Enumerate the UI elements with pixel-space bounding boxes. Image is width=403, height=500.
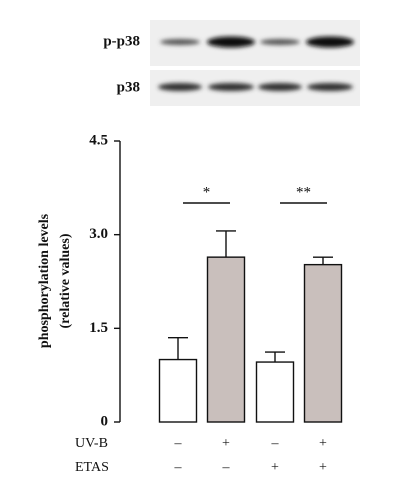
condition-value: + (222, 436, 230, 451)
band (307, 83, 353, 91)
blot-label: p-p38 (103, 33, 140, 49)
band (158, 83, 202, 91)
band (258, 83, 302, 91)
band (306, 36, 354, 48)
condition-value: – (174, 460, 183, 475)
bands (158, 36, 354, 91)
condition-value: + (319, 436, 327, 451)
condition-name: UV-B (75, 436, 108, 451)
blot-label: p38 (117, 79, 140, 95)
y-tick-label: 0 (101, 413, 109, 429)
condition-value: – (222, 460, 231, 475)
condition-value: – (174, 436, 183, 451)
y-axis-label: phosphorylation levels (37, 213, 52, 348)
bar (255, 361, 295, 423)
y-axis-label: (relative values) (58, 233, 73, 328)
bar (303, 263, 343, 423)
y-tick-label: 3.0 (89, 226, 108, 242)
condition-value: + (271, 460, 279, 475)
condition-value: + (319, 460, 327, 475)
band (260, 39, 300, 45)
condition-name: ETAS (75, 460, 109, 475)
significance-label: ** (296, 184, 311, 200)
condition-value: – (271, 436, 280, 451)
band (160, 39, 200, 45)
bar (158, 358, 198, 423)
bar (206, 256, 246, 423)
y-tick-label: 1.5 (89, 320, 108, 336)
band (207, 36, 255, 48)
band (208, 83, 254, 91)
significance-label: * (203, 184, 211, 200)
y-tick-label: 4.5 (89, 132, 108, 148)
western-blot: p-p38 p38 (103, 20, 360, 106)
